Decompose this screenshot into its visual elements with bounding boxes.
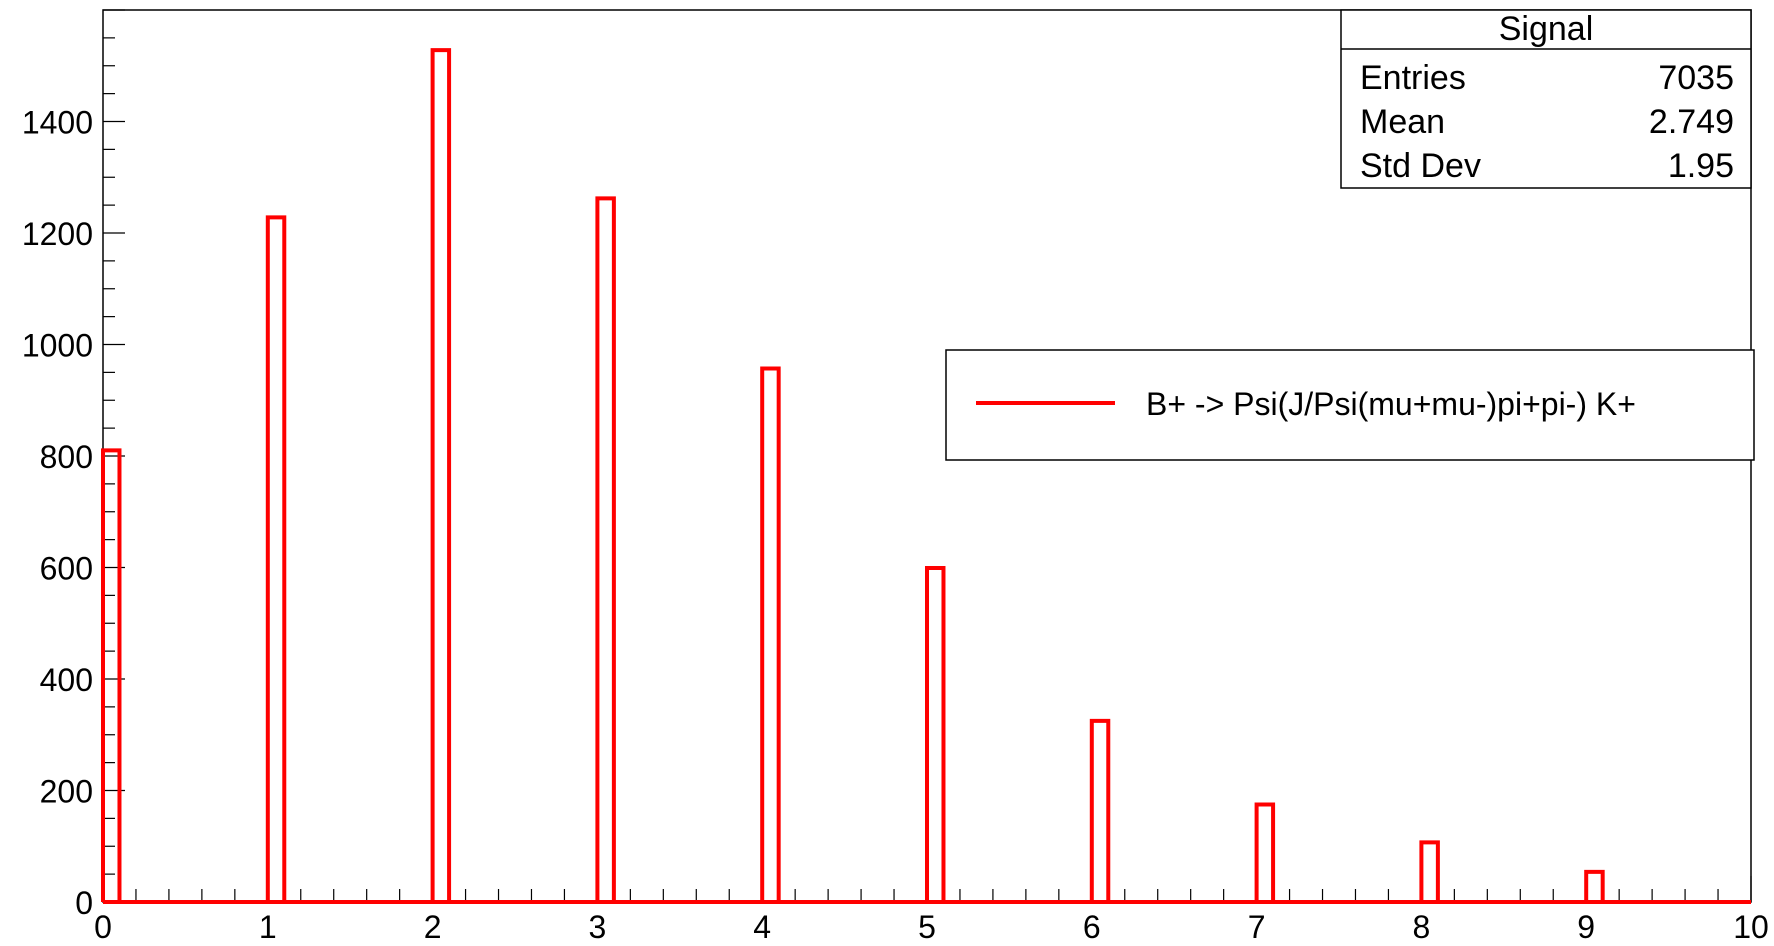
y-tick-label: 1000 xyxy=(22,328,93,364)
histogram-bar xyxy=(925,566,946,902)
stats-box: Signal Entries 7035 Mean 2.749 Std Dev 1… xyxy=(1340,9,1752,189)
legend: B+ -> Psi(J/Psi(mu+mu-)pi+pi-) K+ xyxy=(945,349,1755,461)
histogram-bar xyxy=(1584,869,1605,902)
x-tick-label: 0 xyxy=(94,909,112,941)
stats-entries-label: Entries xyxy=(1360,59,1466,97)
stats-box-frame xyxy=(1340,9,1752,189)
histogram-bar xyxy=(265,215,287,902)
x-axis: 0 1 2 3 4 5 6 7 8 9 10 xyxy=(94,876,1769,945)
stats-mean-value: 2.749 xyxy=(1649,103,1734,141)
x-tick-label: 8 xyxy=(1413,909,1431,941)
histogram-bar xyxy=(1089,718,1111,902)
x-tick-label: 9 xyxy=(1577,909,1595,941)
y-tick-label: 1400 xyxy=(22,105,93,141)
histogram-bar xyxy=(1419,840,1440,902)
histogram-bar xyxy=(430,48,452,902)
legend-label: B+ -> Psi(J/Psi(mu+mu-)pi+pi-) K+ xyxy=(1146,386,1636,422)
histogram-bar xyxy=(101,448,122,902)
x-tick-label: 10 xyxy=(1733,909,1769,941)
x-tick-label: 3 xyxy=(589,909,607,941)
stats-box-title: Signal xyxy=(1499,10,1594,48)
y-tick-label: 400 xyxy=(40,662,93,698)
y-tick-label: 600 xyxy=(40,551,93,587)
stats-stddev-label: Std Dev xyxy=(1360,147,1481,185)
x-tick-label: 6 xyxy=(1083,909,1101,941)
y-tick-label: 0 xyxy=(75,885,93,921)
y-tick-label: 800 xyxy=(40,439,93,475)
x-tick-label: 1 xyxy=(259,909,277,941)
histogram-bar xyxy=(760,366,781,902)
histogram-bars xyxy=(101,48,1605,902)
y-tick-label: 200 xyxy=(40,774,93,810)
histogram-bar xyxy=(1254,802,1276,902)
x-tick-label: 7 xyxy=(1248,909,1266,941)
stats-mean-label: Mean xyxy=(1360,103,1445,141)
y-axis: 0 200 400 600 800 1000 1200 1400 xyxy=(22,9,125,921)
histogram-bar xyxy=(595,196,616,902)
y-tick-label: 1200 xyxy=(22,216,93,252)
x-tick-label: 5 xyxy=(918,909,936,941)
x-tick-label: 4 xyxy=(753,909,771,941)
stats-stddev-value: 1.95 xyxy=(1668,147,1734,185)
stats-entries-value: 7035 xyxy=(1658,59,1734,97)
x-tick-label: 2 xyxy=(424,909,442,941)
